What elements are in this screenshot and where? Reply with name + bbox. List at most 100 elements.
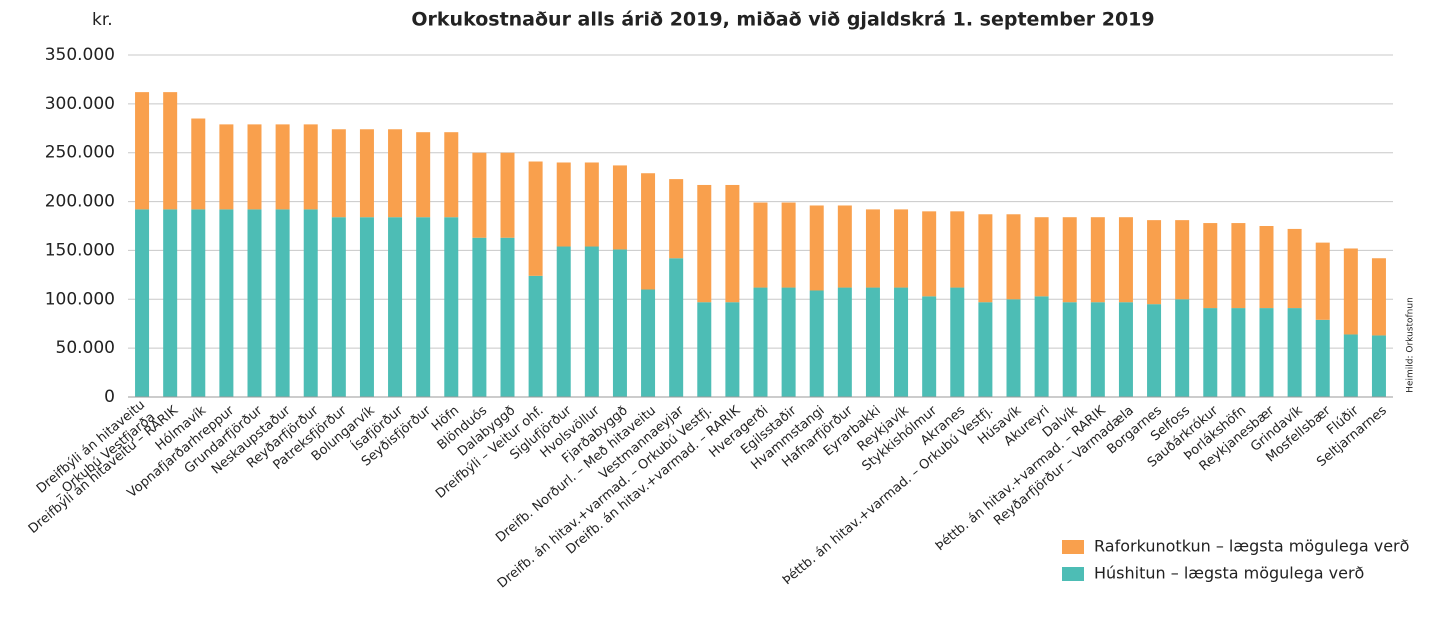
bar-segment [1090, 217, 1105, 303]
bar-segment [416, 132, 431, 218]
bar-segment [1118, 302, 1133, 397]
bar-segment [697, 302, 712, 397]
bar-segment [781, 287, 796, 397]
bar-segment [500, 152, 515, 238]
chart-title: Orkukostnaður alls árið 2019, miðað við … [411, 9, 1154, 31]
bar-segment [528, 161, 543, 276]
bar-segment [1231, 223, 1246, 309]
bar-segment [1203, 308, 1218, 397]
legend-swatch [1062, 540, 1084, 554]
bar-segment [1175, 220, 1190, 300]
bar-segment [247, 124, 262, 210]
y-tick-label: 50.000 [56, 338, 115, 358]
legend-label: Raforkunotkun – lægsta mögulega verð [1094, 537, 1409, 556]
bar-segment [641, 289, 656, 397]
y-tick-label: 0 [104, 387, 115, 407]
bar-segment [1287, 228, 1302, 309]
y-tick-label: 250.000 [45, 143, 115, 163]
bar-segment [416, 217, 431, 397]
bar-segment [865, 287, 880, 397]
bar-segment [1006, 299, 1021, 397]
bar-segment [950, 287, 965, 397]
bar-segment [865, 209, 880, 288]
bar-segment [1062, 217, 1077, 303]
bar-segment [472, 237, 487, 397]
legend-swatch [1062, 567, 1084, 581]
bar-segment [922, 296, 937, 397]
bar-segment [219, 124, 234, 210]
bar-segment [247, 209, 262, 397]
y-tick-label: 350.000 [45, 45, 115, 65]
bar-segment [444, 217, 459, 397]
bar-segment [950, 211, 965, 288]
bar-segment [641, 173, 656, 290]
y-tick-label: 300.000 [45, 94, 115, 114]
bar-segment [612, 165, 627, 250]
bar-segment [472, 152, 487, 238]
bar-segment [444, 132, 459, 218]
bar-segment [725, 184, 740, 303]
bar-segment [837, 287, 852, 397]
bar-segment [922, 211, 937, 297]
bar-segment [894, 287, 909, 397]
bar-segment [528, 275, 543, 397]
bar-segment [697, 184, 712, 303]
bar-segment [556, 246, 571, 397]
bar-segment [163, 92, 178, 210]
bar-segment [1259, 308, 1274, 397]
bar-segment [1034, 296, 1049, 397]
bar-segment [275, 124, 290, 210]
bar-segment [135, 92, 150, 210]
bar-segment [1062, 302, 1077, 397]
bar-segment [303, 124, 318, 210]
bar-segment [191, 118, 206, 210]
bar-segment [1287, 308, 1302, 397]
bar-segment [1231, 308, 1246, 397]
bar-segment [1034, 217, 1049, 297]
bar-segment [781, 202, 796, 288]
bar-segment [1343, 334, 1358, 397]
bar-segment [331, 129, 346, 218]
bar-segment [837, 205, 852, 288]
bar-segment [978, 214, 993, 303]
bar-segment [1371, 335, 1386, 397]
bar-segment [163, 209, 178, 397]
legend-label: Húshitun – lægsta mögulega verð [1094, 564, 1364, 583]
y-tick-label: 150.000 [45, 240, 115, 260]
bar-segment [1315, 319, 1330, 397]
bar-segment [978, 302, 993, 397]
bar-segment [584, 162, 599, 247]
y-tick-label: 200.000 [45, 192, 115, 212]
bar-segment [584, 246, 599, 397]
bar-segment [303, 209, 318, 397]
bar-segment [500, 237, 515, 397]
bar-segment [753, 287, 768, 397]
bar-segment [1006, 214, 1021, 300]
bar-segment [191, 209, 206, 397]
bar-segment [1147, 220, 1162, 305]
bar-segment [219, 209, 234, 397]
bar-segment [612, 249, 627, 397]
bar-segment [1371, 258, 1386, 336]
bar-segment [359, 217, 374, 397]
bar-segment [1259, 226, 1274, 309]
y-axis-label: kr. [92, 10, 113, 30]
y-tick-label: 100.000 [45, 289, 115, 309]
bar-segment [1315, 242, 1330, 320]
bar-segment [1118, 217, 1133, 303]
bar-segment [331, 217, 346, 397]
bar-segment [1147, 304, 1162, 397]
bar-segment [1343, 248, 1358, 335]
bar-segment [388, 129, 403, 218]
bar-segment [1090, 302, 1105, 397]
bar-segment [809, 290, 824, 397]
bar-segment [275, 209, 290, 397]
bar-segment [359, 129, 374, 218]
bar-segment [725, 302, 740, 397]
source: Heimild: Orkustofnun [1406, 297, 1416, 393]
bar-segment [669, 258, 684, 397]
bar-segment [556, 162, 571, 247]
bar-segment [809, 205, 824, 291]
bar-segment [135, 209, 150, 397]
